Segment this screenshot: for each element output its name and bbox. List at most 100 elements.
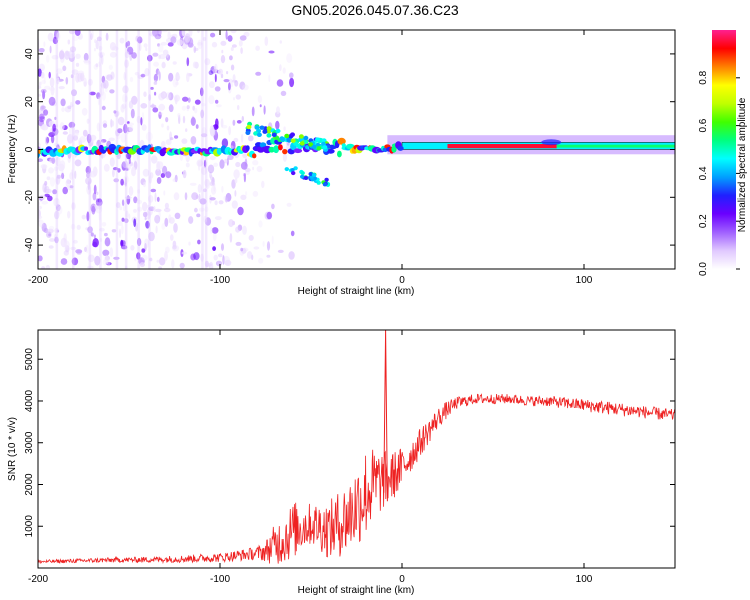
spectrogram-noise-mark bbox=[231, 79, 237, 83]
spectrogram-x-tick-label: 0 bbox=[399, 275, 405, 286]
spectrogram-branch-mark bbox=[303, 135, 309, 141]
spectrogram-noise-mark bbox=[165, 92, 171, 100]
spectrogram-noise-mark bbox=[235, 241, 242, 246]
spectrogram-noise-mark bbox=[145, 131, 153, 142]
spectrogram-branch-mark bbox=[266, 133, 272, 138]
spectrogram-noise-mark bbox=[71, 202, 76, 211]
spectrogram-noise-mark bbox=[179, 262, 185, 269]
spectrogram-noise-mark bbox=[166, 125, 170, 131]
spectrogram-noise-mark bbox=[160, 92, 166, 99]
chart-title: GN05.2026.045.07.36.C23 bbox=[291, 2, 459, 18]
spectrogram-noise-mark bbox=[53, 142, 60, 147]
spectrogram-noise-mark bbox=[84, 246, 87, 252]
spectrogram-noise-mark bbox=[68, 121, 76, 129]
spectrogram-noise-mark bbox=[163, 190, 166, 196]
spectrogram-noise-mark bbox=[155, 225, 158, 234]
spectrogram-noise-mark bbox=[63, 240, 70, 249]
spectrogram-noise-mark bbox=[211, 227, 219, 234]
spectrogram-noise-mark bbox=[223, 79, 230, 83]
spectrogram-noise-mark bbox=[229, 145, 234, 149]
spectrogram-noise-mark bbox=[71, 89, 77, 97]
spectrogram-noise-mark bbox=[44, 193, 50, 198]
spectrogram-noise-mark bbox=[128, 186, 134, 196]
spectrogram-noise-mark bbox=[61, 170, 64, 179]
spectrogram-noise-mark bbox=[65, 178, 71, 188]
spectrogram-noise-mark bbox=[266, 254, 271, 258]
spectrogram-noise-mark bbox=[122, 175, 130, 184]
spectrogram-branch-mark bbox=[308, 172, 313, 176]
spectrogram-noise-mark bbox=[41, 200, 48, 205]
spectrogram-noise-mark bbox=[225, 30, 228, 40]
spectrogram-noise-mark bbox=[86, 133, 92, 144]
spectrogram-branch-mark bbox=[311, 172, 317, 177]
spectrogram-noise-mark bbox=[55, 156, 61, 167]
spectrogram-noise-mark bbox=[199, 207, 205, 212]
spectrogram-noise-mark bbox=[138, 43, 142, 51]
spectrogram-noise-mark bbox=[174, 135, 179, 139]
spectrogram-marks bbox=[38, 30, 675, 269]
spectrogram-noise-mark bbox=[181, 138, 188, 144]
spectrogram-noise-mark bbox=[121, 217, 125, 222]
spectrogram-noise-mark bbox=[104, 255, 109, 265]
spectrogram-noise-mark bbox=[54, 210, 60, 220]
spectrogram-noise-mark bbox=[87, 265, 94, 269]
spectrogram-branch-mark bbox=[300, 171, 305, 176]
spectrogram-noise-mark bbox=[123, 123, 128, 134]
spectrogram-noise-mark bbox=[59, 122, 65, 131]
spectrogram-noise-mark bbox=[192, 105, 195, 111]
spectrogram-noise-mark bbox=[204, 206, 209, 212]
spectrogram-y-tick-label: 20 bbox=[24, 96, 35, 108]
spectrogram-noise-mark bbox=[200, 87, 204, 97]
spectrogram-noise-mark bbox=[214, 86, 221, 92]
spectrogram-branch-mark bbox=[246, 124, 252, 130]
spectrogram-noise-mark bbox=[186, 105, 190, 110]
spectrogram-noise-mark bbox=[214, 73, 217, 83]
spectrogram-noise-mark bbox=[198, 164, 201, 171]
spectrogram-noise-mark bbox=[109, 42, 116, 51]
spectrogram-noise-mark bbox=[60, 98, 66, 107]
spectrogram-branch-mark bbox=[300, 174, 305, 179]
spectrogram-noise-mark bbox=[122, 85, 129, 94]
spectrogram-noise-mark bbox=[146, 208, 153, 216]
spectrogram-noise-mark bbox=[255, 71, 262, 76]
spectrogram-branch-mark bbox=[303, 175, 309, 180]
spectrogram-noise-mark bbox=[150, 86, 154, 90]
spectrogram-noise-mark bbox=[141, 248, 146, 253]
spectrogram-noise-mark bbox=[172, 61, 177, 65]
spectrogram-noise-mark bbox=[125, 210, 129, 218]
spectrogram-noise-mark bbox=[62, 131, 68, 135]
spectrogram-noise-mark bbox=[233, 97, 235, 101]
spectrogram-noise-mark bbox=[193, 252, 200, 261]
spectrogram-noise-mark bbox=[48, 96, 56, 106]
spectrogram-noise-mark bbox=[102, 123, 108, 128]
spectrogram-noise-mark bbox=[172, 245, 177, 250]
spectrogram-noise-mark bbox=[113, 178, 119, 183]
spectrogram-noise-mark bbox=[155, 168, 162, 176]
spectrogram-noise-mark bbox=[161, 141, 166, 148]
spectrogram-branch-mark bbox=[316, 146, 322, 151]
spectrogram-noise-mark bbox=[120, 104, 125, 113]
spectrogram-noise-mark bbox=[227, 154, 234, 160]
spectrogram-noise-mark bbox=[61, 172, 65, 179]
spectrogram-noise-mark bbox=[143, 91, 147, 97]
snr-plot-area bbox=[38, 330, 675, 568]
spectrogram-noise-mark bbox=[158, 103, 166, 111]
spectrogram-noise-mark bbox=[134, 257, 137, 262]
spectrogram-noise-mark bbox=[52, 189, 58, 195]
spectrogram-noise-mark bbox=[62, 186, 68, 195]
snr-x-ticks: -200 -100 0 100 bbox=[28, 330, 593, 585]
spectrogram-noise-mark bbox=[202, 36, 207, 42]
spectrogram-noise-mark bbox=[134, 71, 140, 76]
spectrogram-noise-mark bbox=[230, 64, 235, 71]
spectrogram-noise-mark bbox=[111, 229, 117, 233]
spectrogram-noise-mark bbox=[63, 250, 69, 256]
spectrogram-noise-mark bbox=[214, 216, 222, 221]
spectrogram-noise-mark bbox=[283, 126, 286, 131]
spectrogram-noise-mark bbox=[74, 130, 79, 137]
spectrogram-noise-mark bbox=[92, 192, 97, 201]
spectrogram-noise-mark bbox=[150, 188, 157, 193]
spectrogram-noise-mark bbox=[76, 224, 81, 230]
spectrogram-noise-mark bbox=[46, 176, 51, 181]
spectrogram-noise-mark bbox=[43, 109, 49, 116]
spectrogram-noise-mark bbox=[181, 30, 186, 37]
